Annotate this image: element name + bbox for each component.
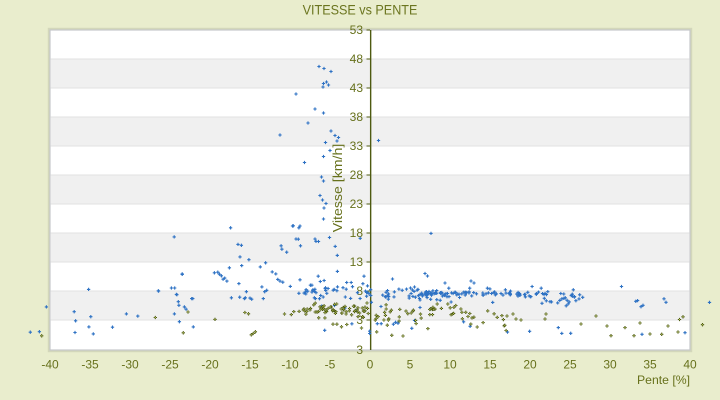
svg-text:-40: -40 <box>41 357 59 371</box>
svg-text:35: 35 <box>643 357 657 371</box>
svg-text:-25: -25 <box>161 357 179 371</box>
svg-text:Vitesse [km/h]: Vitesse [km/h] <box>330 144 345 233</box>
svg-text:-15: -15 <box>241 357 259 371</box>
svg-text:20: 20 <box>523 357 537 371</box>
svg-text:0: 0 <box>367 357 374 371</box>
svg-text:VITESSE vs PENTE: VITESSE vs PENTE <box>303 2 418 18</box>
svg-text:25: 25 <box>563 357 577 371</box>
svg-text:-5: -5 <box>325 357 336 371</box>
svg-text:43: 43 <box>350 81 364 95</box>
svg-text:-10: -10 <box>281 357 299 371</box>
svg-text:10: 10 <box>443 357 457 371</box>
svg-text:53: 53 <box>350 23 364 37</box>
svg-text:5: 5 <box>407 357 414 371</box>
svg-text:3: 3 <box>356 343 363 357</box>
svg-text:Pente [%]: Pente [%] <box>637 373 690 387</box>
svg-text:8: 8 <box>356 284 363 298</box>
svg-text:-35: -35 <box>81 357 99 371</box>
svg-text:-30: -30 <box>121 357 139 371</box>
svg-text:23: 23 <box>350 197 364 211</box>
svg-text:3: 3 <box>356 313 363 327</box>
svg-text:33: 33 <box>350 139 364 153</box>
svg-text:13: 13 <box>350 255 364 269</box>
svg-text:38: 38 <box>350 110 364 124</box>
svg-text:28: 28 <box>350 168 364 182</box>
svg-text:40: 40 <box>683 357 697 371</box>
svg-text:48: 48 <box>350 52 364 66</box>
svg-text:-20: -20 <box>201 357 219 371</box>
svg-text:15: 15 <box>483 357 497 371</box>
svg-text:30: 30 <box>603 357 617 371</box>
